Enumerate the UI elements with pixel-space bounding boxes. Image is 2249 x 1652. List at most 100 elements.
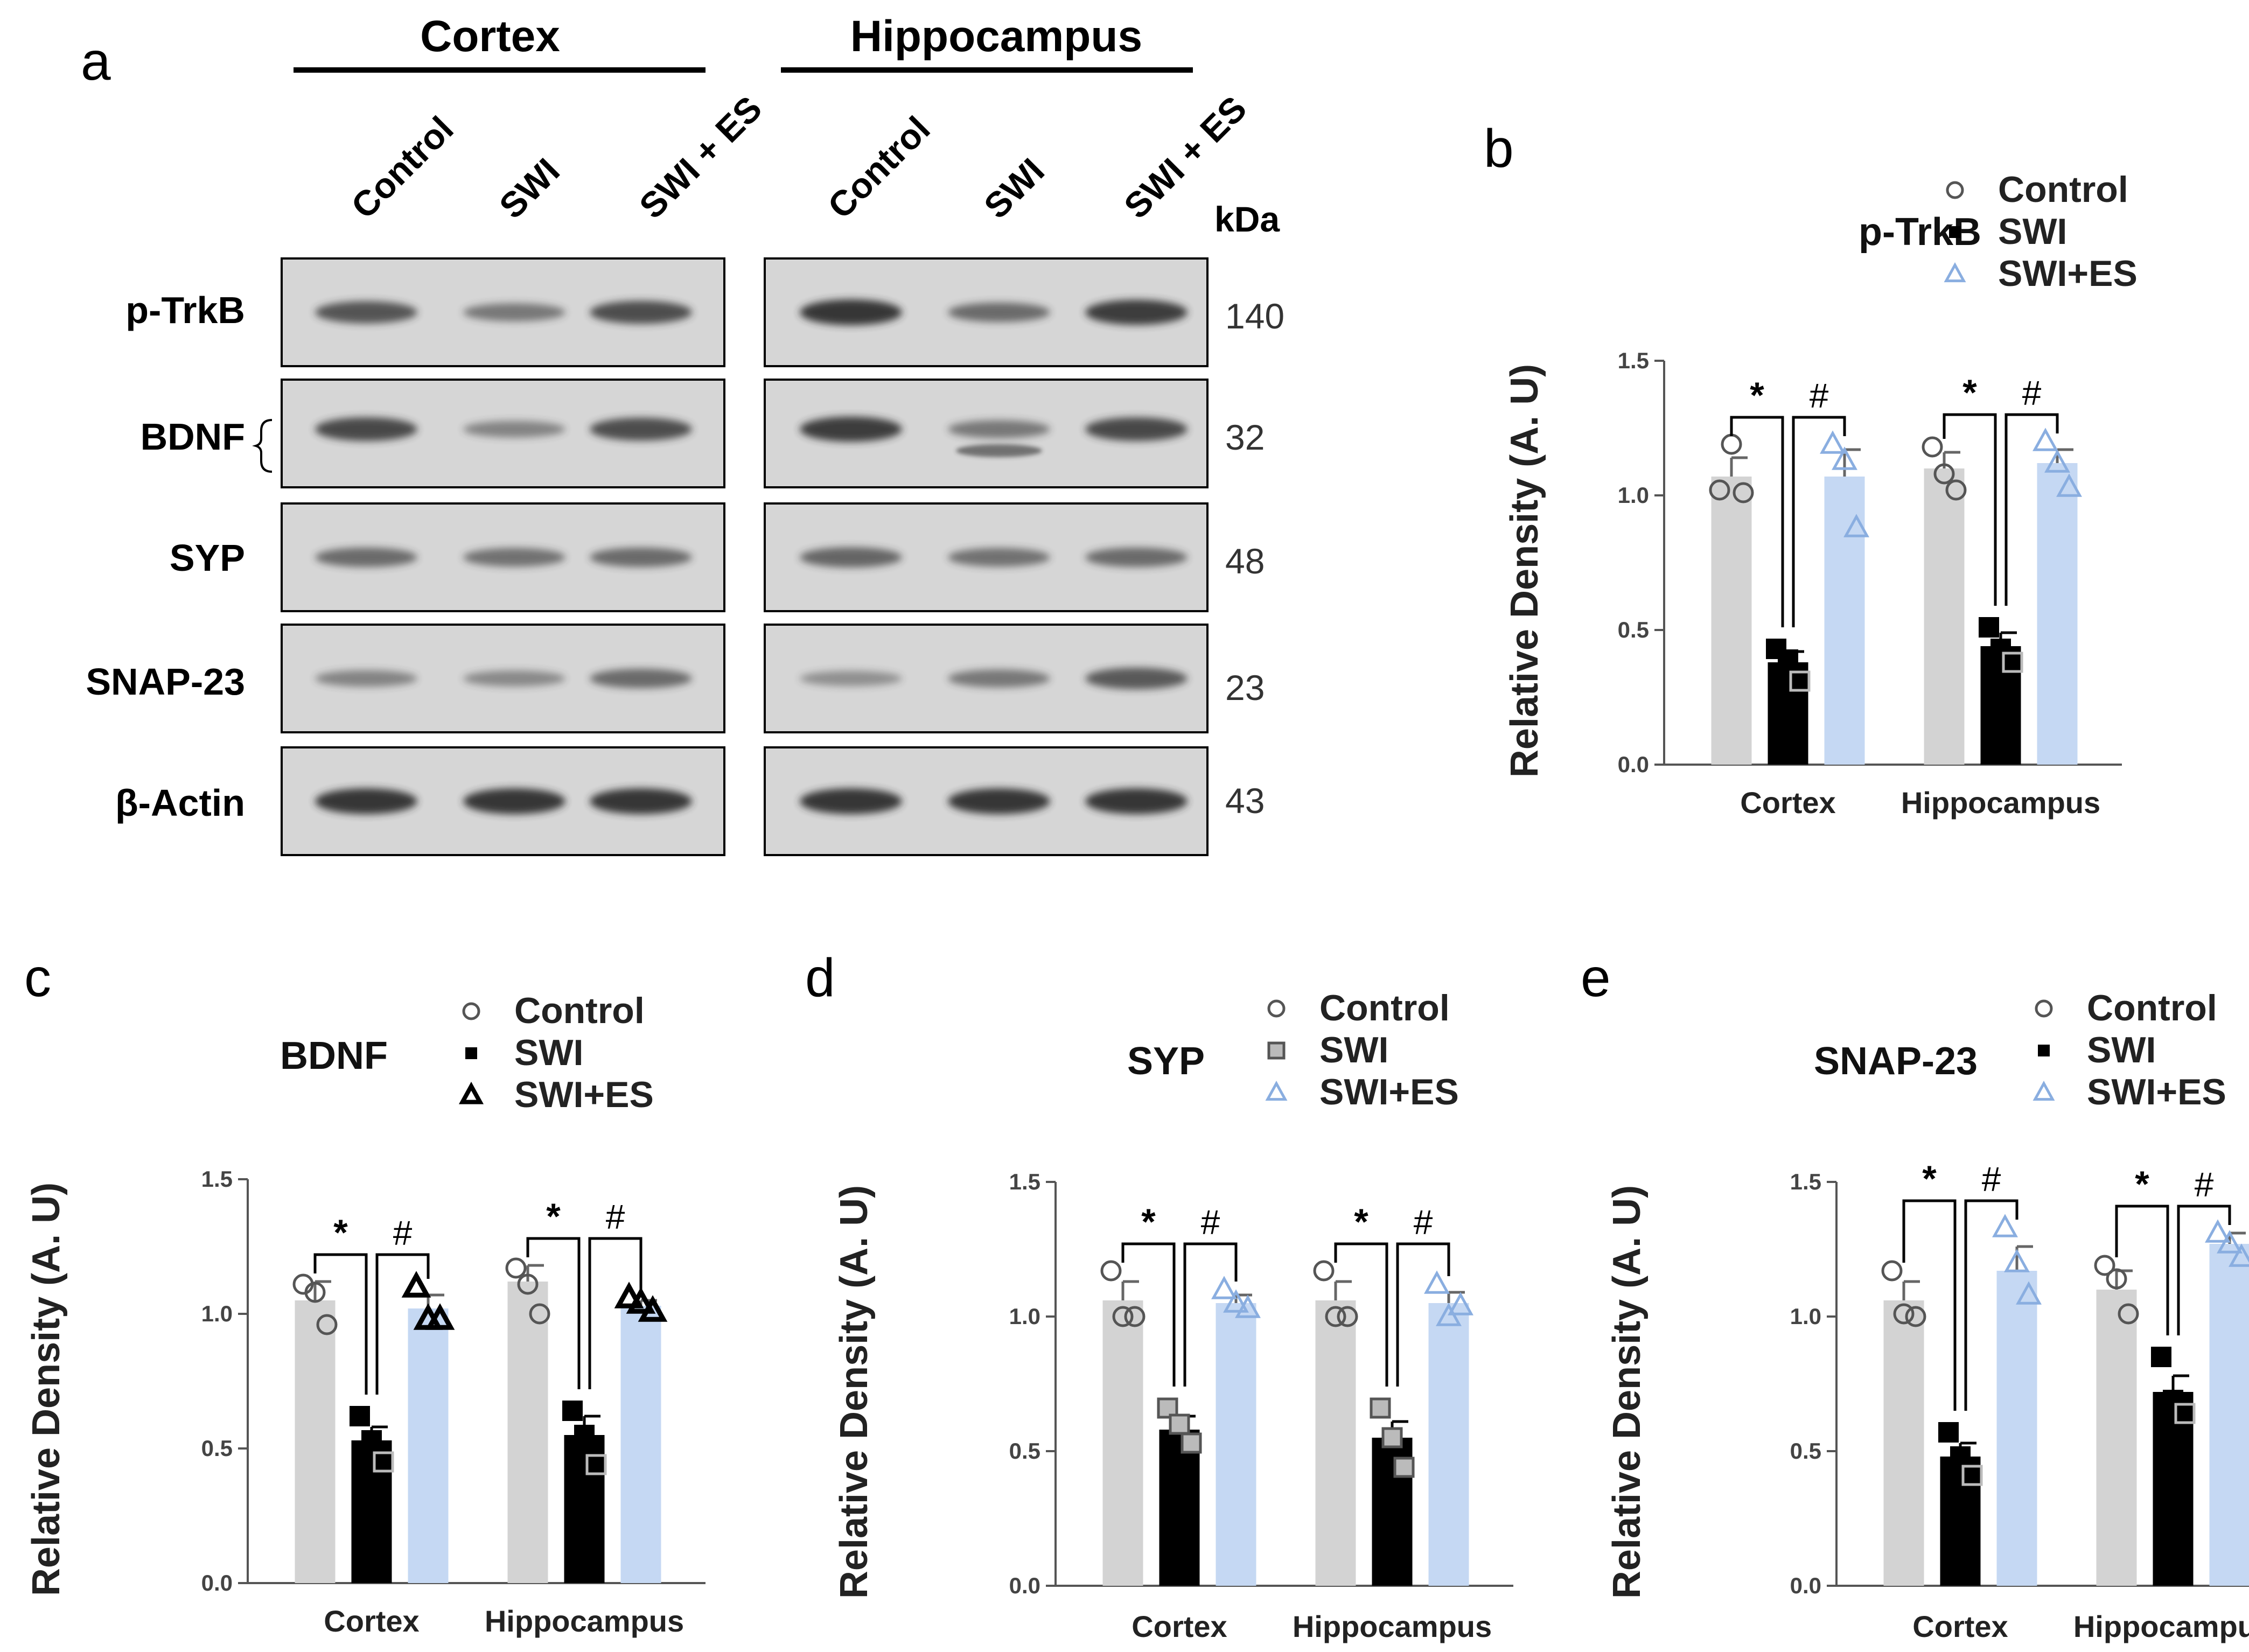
y-axis-label-d: Relative Density (A. U): [833, 1185, 876, 1599]
sig-star-e-1: *: [2135, 1164, 2149, 1205]
data-point-d-2-0-0: [1211, 1276, 1237, 1299]
blot-row-label-ptrkb: p-TrkB: [125, 289, 245, 331]
data-point-d-0-0-2: [1124, 1306, 1146, 1327]
blot-row-label-bdnf: BDNF: [141, 416, 245, 458]
bar-b-control-1: [1924, 468, 1965, 765]
data-point-c-1-1-1: [574, 1425, 595, 1445]
y-tick-label-b-3: 1.5: [1618, 348, 1649, 373]
legend-label-control-c: Control: [514, 990, 645, 1031]
y-tick-label-e-3: 1.5: [1790, 1169, 1821, 1194]
y-tick-label-c-2: 1.0: [201, 1301, 233, 1326]
x-category-label-e-0: Cortex: [1912, 1609, 2008, 1643]
legend-marker-swies-e: [2033, 1081, 2055, 1101]
bar-c-swi-1: [564, 1435, 605, 1583]
sig-bracket-hash-d-1: [1396, 1242, 1450, 1387]
data-point-e-2-0-1: [2004, 1249, 2030, 1272]
sig-bracket-hash-e-0: [1964, 1199, 2018, 1411]
x-category-label-b-1: Hippocampus: [1901, 786, 2100, 820]
legend-label-swies-b: SWI+ES: [1998, 253, 2138, 294]
data-point-e-0-0-1: [1893, 1303, 1915, 1325]
panel-label-b: b: [1484, 118, 1514, 179]
bar-d-swies-0: [1216, 1303, 1256, 1586]
bar-d-control-0: [1102, 1300, 1143, 1586]
sig-bracket-star-b-0: [1730, 416, 1784, 627]
kda-label: kDa: [1214, 199, 1280, 239]
sig-star-d-1: *: [1354, 1201, 1368, 1242]
y-tick-label-d-0: 0.0: [1009, 1573, 1040, 1598]
y-tick-label-b-1: 0.5: [1618, 617, 1649, 642]
sig-star-c-0: *: [333, 1212, 348, 1253]
bar-c-control-0: [295, 1300, 336, 1583]
data-point-d-0-1-0: [1313, 1260, 1335, 1282]
data-point-d-2-0-2: [1235, 1294, 1261, 1318]
blot-band-hippo-row-3-lane-2: [1085, 667, 1188, 690]
data-point-b-1-1-2: [2002, 652, 2023, 673]
blot-band-hippo-row-1-lane-1: [948, 420, 1050, 438]
sig-bracket-hash-c-0: [375, 1253, 430, 1395]
blot-band-hippo-row-1-lane-0: [800, 416, 902, 442]
chart-title-e: SNAP-23: [1814, 1040, 1978, 1083]
y-tick-label-d-2: 1.0: [1009, 1304, 1040, 1329]
bar-d-control-1: [1315, 1300, 1356, 1586]
blot-row-label-syp: SYP: [170, 537, 245, 579]
bar-b-swies-1: [2037, 463, 2078, 765]
data-point-d-0-0-0: [1100, 1260, 1122, 1282]
blot-band-cortex-row-0-lane-0: [315, 301, 417, 324]
bar-charts: b p-TrkB Control SWI SWI+ES 0.0 0.5 1.0 1.5 Relat…: [24, 118, 2249, 1643]
bar-c-swi-0: [351, 1440, 392, 1583]
blot-images: [281, 257, 1209, 856]
bar-e-swies-0: [1996, 1271, 2037, 1586]
kda-value-actin: 43: [1225, 781, 1265, 821]
data-point-c-2-0-2: [425, 1303, 455, 1330]
data-point-d-2-1-2: [1448, 1292, 1473, 1315]
legend-label-swi-d: SWI: [1319, 1030, 1388, 1070]
bar-d-swies-1: [1428, 1303, 1469, 1586]
data-point-b-0-0-1: [1721, 433, 1742, 455]
bar-c-swies-1: [620, 1306, 661, 1583]
sig-star-c-1: *: [546, 1196, 561, 1237]
chart-title-c: BDNF: [280, 1034, 388, 1077]
y-tick-label-e-1: 0.5: [1790, 1438, 1821, 1464]
data-point-b-2-1-1: [2044, 449, 2070, 473]
sig-hash-d-0: #: [1201, 1203, 1220, 1242]
bar-b-swi-1: [1980, 646, 2021, 765]
bar-b-swi-0: [1768, 662, 1808, 765]
y-axis-label-e: Relative Density (A. U): [1605, 1185, 1649, 1599]
sig-hash-c-0: #: [393, 1214, 413, 1252]
blot-band-hippo-row-1-lane-2: [1085, 417, 1188, 442]
legend-marker-swi-b: [1949, 226, 1961, 238]
sig-bracket-hash-b-0: [1792, 416, 1846, 627]
data-point-d-2-0-1: [1223, 1289, 1249, 1313]
region-label-cortex: Cortex: [420, 12, 560, 61]
legend-label-control-e: Control: [2087, 988, 2217, 1028]
bar-b-control-0: [1711, 477, 1752, 765]
data-point-c-2-1-1: [626, 1287, 656, 1314]
blot-band-cortex-row-3-lane-2: [590, 668, 692, 689]
blot-band-cortex-row-4-lane-1: [463, 788, 565, 814]
data-point-b-0-1-0: [1922, 436, 1943, 458]
sig-hash-e-0: #: [1982, 1160, 2001, 1199]
data-point-c-1-1-0: [562, 1401, 583, 1421]
blot-row-label-snap23: SNAP-23: [86, 661, 245, 703]
sig-bracket-star-e-1: [2115, 1205, 2169, 1335]
legend-label-control-b: Control: [1998, 169, 2128, 210]
sig-hash-b-1: #: [2022, 374, 2042, 412]
legend-marker-swi-d: [1267, 1041, 1286, 1060]
data-point-e-0-1-2: [2118, 1303, 2139, 1325]
data-point-e-0-0-0: [1881, 1260, 1903, 1282]
bar-e-swies-1: [2209, 1244, 2249, 1586]
data-point-b-0-1-1: [1933, 463, 1955, 485]
lane-label-cortex-swi: SWI: [492, 150, 567, 226]
panel-label-e: e: [1581, 948, 1611, 1008]
blot-band-hippo-row-2-lane-2: [1085, 547, 1188, 568]
blot-band-cortex-row-1-lane-2: [590, 417, 692, 441]
blot-band-hippo-row-2-lane-1: [948, 548, 1050, 567]
data-point-b-1-1-1: [1990, 639, 2011, 659]
data-point-b-2-0-1: [1832, 446, 1857, 470]
data-point-e-0-1-0: [2094, 1255, 2115, 1276]
data-point-b-2-1-0: [2033, 428, 2058, 451]
y-tick-label-e-0: 0.0: [1790, 1573, 1821, 1598]
